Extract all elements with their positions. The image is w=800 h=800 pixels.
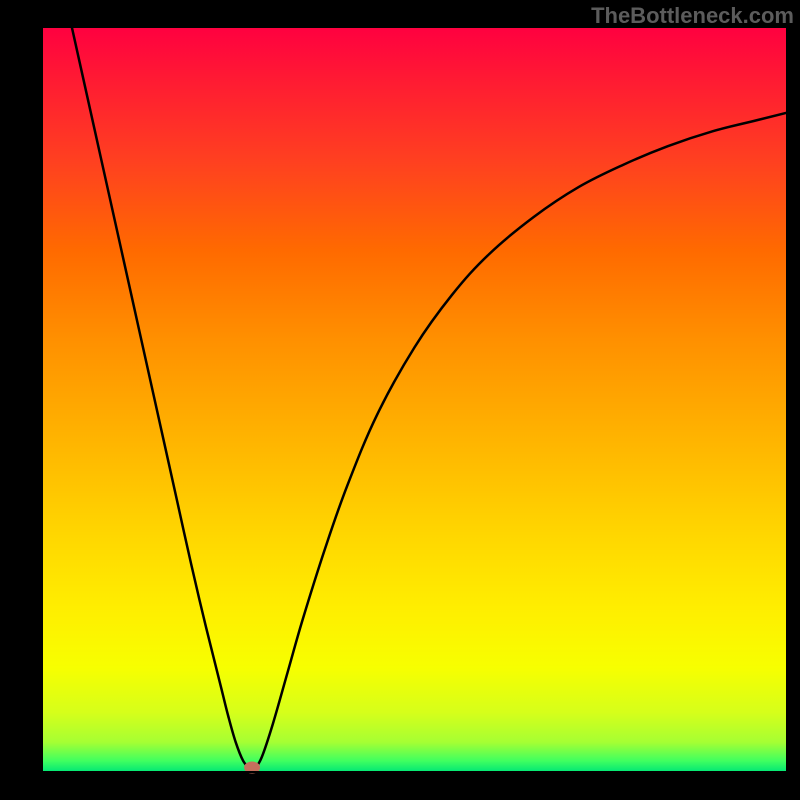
chart-container: TheBottleneck.com <box>0 0 800 800</box>
bottleneck-chart <box>0 0 800 800</box>
